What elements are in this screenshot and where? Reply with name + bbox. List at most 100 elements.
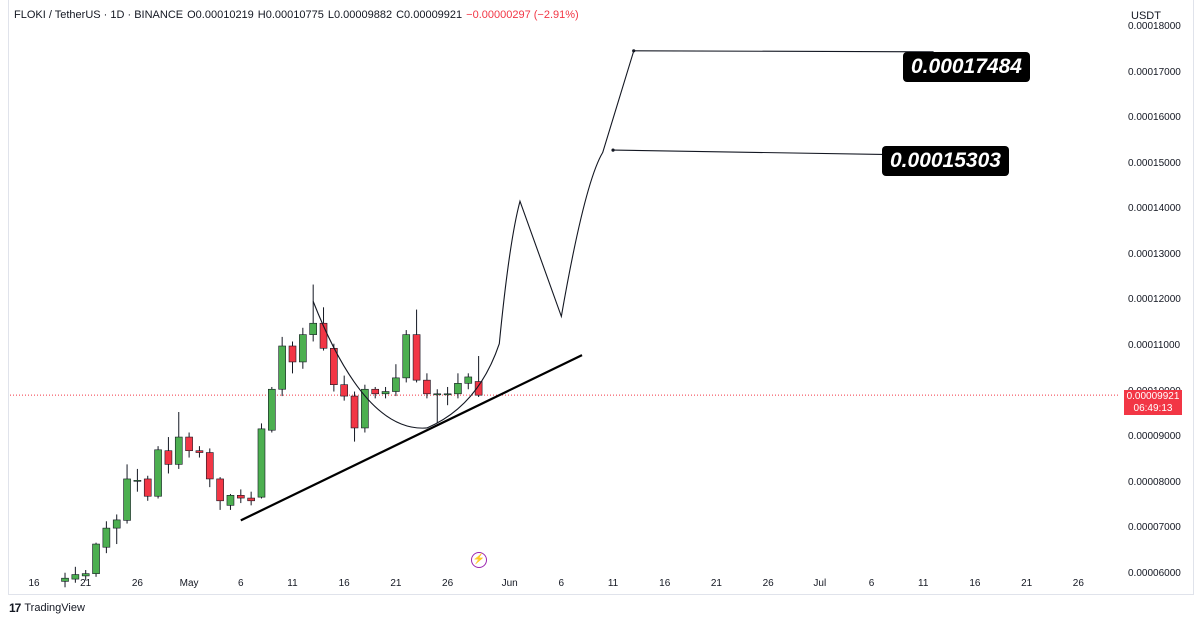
candle[interactable] [268, 386, 276, 433]
candle[interactable] [474, 356, 483, 397]
candle[interactable] [299, 327, 307, 369]
candle[interactable] [174, 412, 183, 469]
price-tick-label: 0.00006000 [1128, 567, 1181, 579]
candle[interactable] [205, 448, 214, 488]
time-tick-label: 21 [710, 578, 722, 589]
candle[interactable] [350, 391, 359, 442]
candle-body [123, 478, 131, 521]
price-tick-label: 0.00013000 [1128, 248, 1181, 260]
candle-body [278, 345, 286, 390]
candle-body [464, 376, 473, 384]
price-tick-label: 0.00015000 [1128, 157, 1181, 169]
candle[interactable] [464, 373, 473, 390]
candle[interactable] [433, 389, 442, 424]
lightning-icon[interactable]: ⚡ [471, 552, 487, 568]
time-tick-label: 16 [28, 578, 40, 589]
candle[interactable] [454, 373, 462, 399]
time-tick-label: 6 [558, 578, 565, 589]
candle[interactable] [443, 386, 452, 406]
bar-countdown: 06:49:13 [1133, 403, 1173, 414]
candle-body [185, 436, 193, 452]
time-tick-label: 21 [80, 578, 92, 589]
candle-body [423, 379, 431, 395]
projection-path[interactable] [312, 50, 635, 429]
candle-body [92, 543, 100, 574]
candle-body [443, 393, 452, 396]
time-tick-label: 21 [390, 578, 402, 589]
support-trendline[interactable] [240, 354, 583, 522]
target-line-1[interactable] [633, 50, 934, 53]
price-tick-label: 0.00009000 [1128, 431, 1181, 443]
candle[interactable] [319, 307, 328, 351]
candle[interactable] [61, 572, 69, 588]
candle-body [61, 577, 69, 582]
candle[interactable] [195, 446, 204, 458]
candle[interactable] [257, 423, 266, 499]
candle-body [81, 573, 90, 577]
currency-label[interactable]: USDT [1131, 10, 1161, 22]
candle[interactable] [237, 489, 245, 504]
candle[interactable] [330, 343, 338, 392]
candle-body [412, 334, 421, 381]
candle-body [474, 381, 483, 396]
candle-body [371, 388, 380, 395]
time-tick-label: May [179, 578, 199, 589]
candle-body [154, 449, 162, 497]
open-value: O0.00010219 [187, 9, 254, 21]
tradingview-logo[interactable]: 17 TradingView [9, 601, 85, 615]
candle[interactable] [392, 364, 400, 397]
candle[interactable] [412, 309, 421, 383]
candle[interactable] [226, 493, 235, 510]
candle-body [164, 450, 173, 465]
chart-frame [8, 0, 1194, 595]
candle[interactable] [288, 341, 297, 374]
candle[interactable] [112, 514, 121, 545]
candle[interactable] [247, 491, 255, 506]
price-tick-label: 0.00012000 [1128, 294, 1181, 306]
candle[interactable] [154, 446, 162, 499]
candle[interactable] [216, 477, 224, 510]
close-value: C0.00009921 [396, 9, 463, 21]
candle[interactable] [123, 464, 131, 524]
price-tick-label: 0.00017000 [1128, 66, 1181, 78]
price-tick-label: 0.00007000 [1128, 522, 1181, 534]
candle[interactable] [402, 330, 411, 383]
candle-body [392, 377, 400, 392]
target-label-2[interactable]: 0.00015303 [882, 146, 1009, 176]
ohlc-legend: FLOKI / TetherUS · 1D · BINANCE O0.00010… [14, 9, 579, 21]
time-tick-label: Jun [501, 578, 518, 589]
candle[interactable] [164, 437, 173, 474]
candle-body [143, 478, 152, 497]
candle[interactable] [340, 375, 349, 401]
symbol-label[interactable]: FLOKI / TetherUS · 1D · BINANCE [14, 9, 184, 21]
candle[interactable] [71, 566, 80, 583]
candle-body [319, 322, 328, 349]
candle[interactable] [423, 373, 431, 399]
target-label-1[interactable]: 0.00017484 [903, 52, 1030, 82]
candle-body [268, 388, 276, 431]
candle[interactable] [81, 569, 90, 581]
time-tick-label: 16 [338, 578, 350, 589]
candle[interactable] [361, 384, 369, 433]
candle-body [454, 383, 462, 395]
price-tick-label: 0.00014000 [1128, 203, 1181, 215]
candle[interactable] [102, 521, 111, 554]
target-line-2[interactable] [613, 149, 924, 156]
candle[interactable] [143, 475, 152, 501]
candle[interactable] [371, 386, 380, 399]
candle[interactable] [185, 432, 193, 458]
candle-body [402, 334, 411, 379]
candle[interactable] [381, 386, 390, 399]
time-tick-label: 16 [969, 578, 981, 589]
candle-body [340, 384, 349, 397]
candle[interactable] [309, 284, 317, 342]
candle[interactable] [133, 468, 142, 492]
candle[interactable] [278, 336, 286, 397]
candle-body [112, 519, 121, 529]
candle[interactable] [92, 542, 100, 577]
candle-body [288, 345, 297, 363]
tradingview-mark-icon: 17 [9, 601, 21, 615]
candle-body [309, 322, 317, 335]
candle-body [381, 391, 390, 395]
